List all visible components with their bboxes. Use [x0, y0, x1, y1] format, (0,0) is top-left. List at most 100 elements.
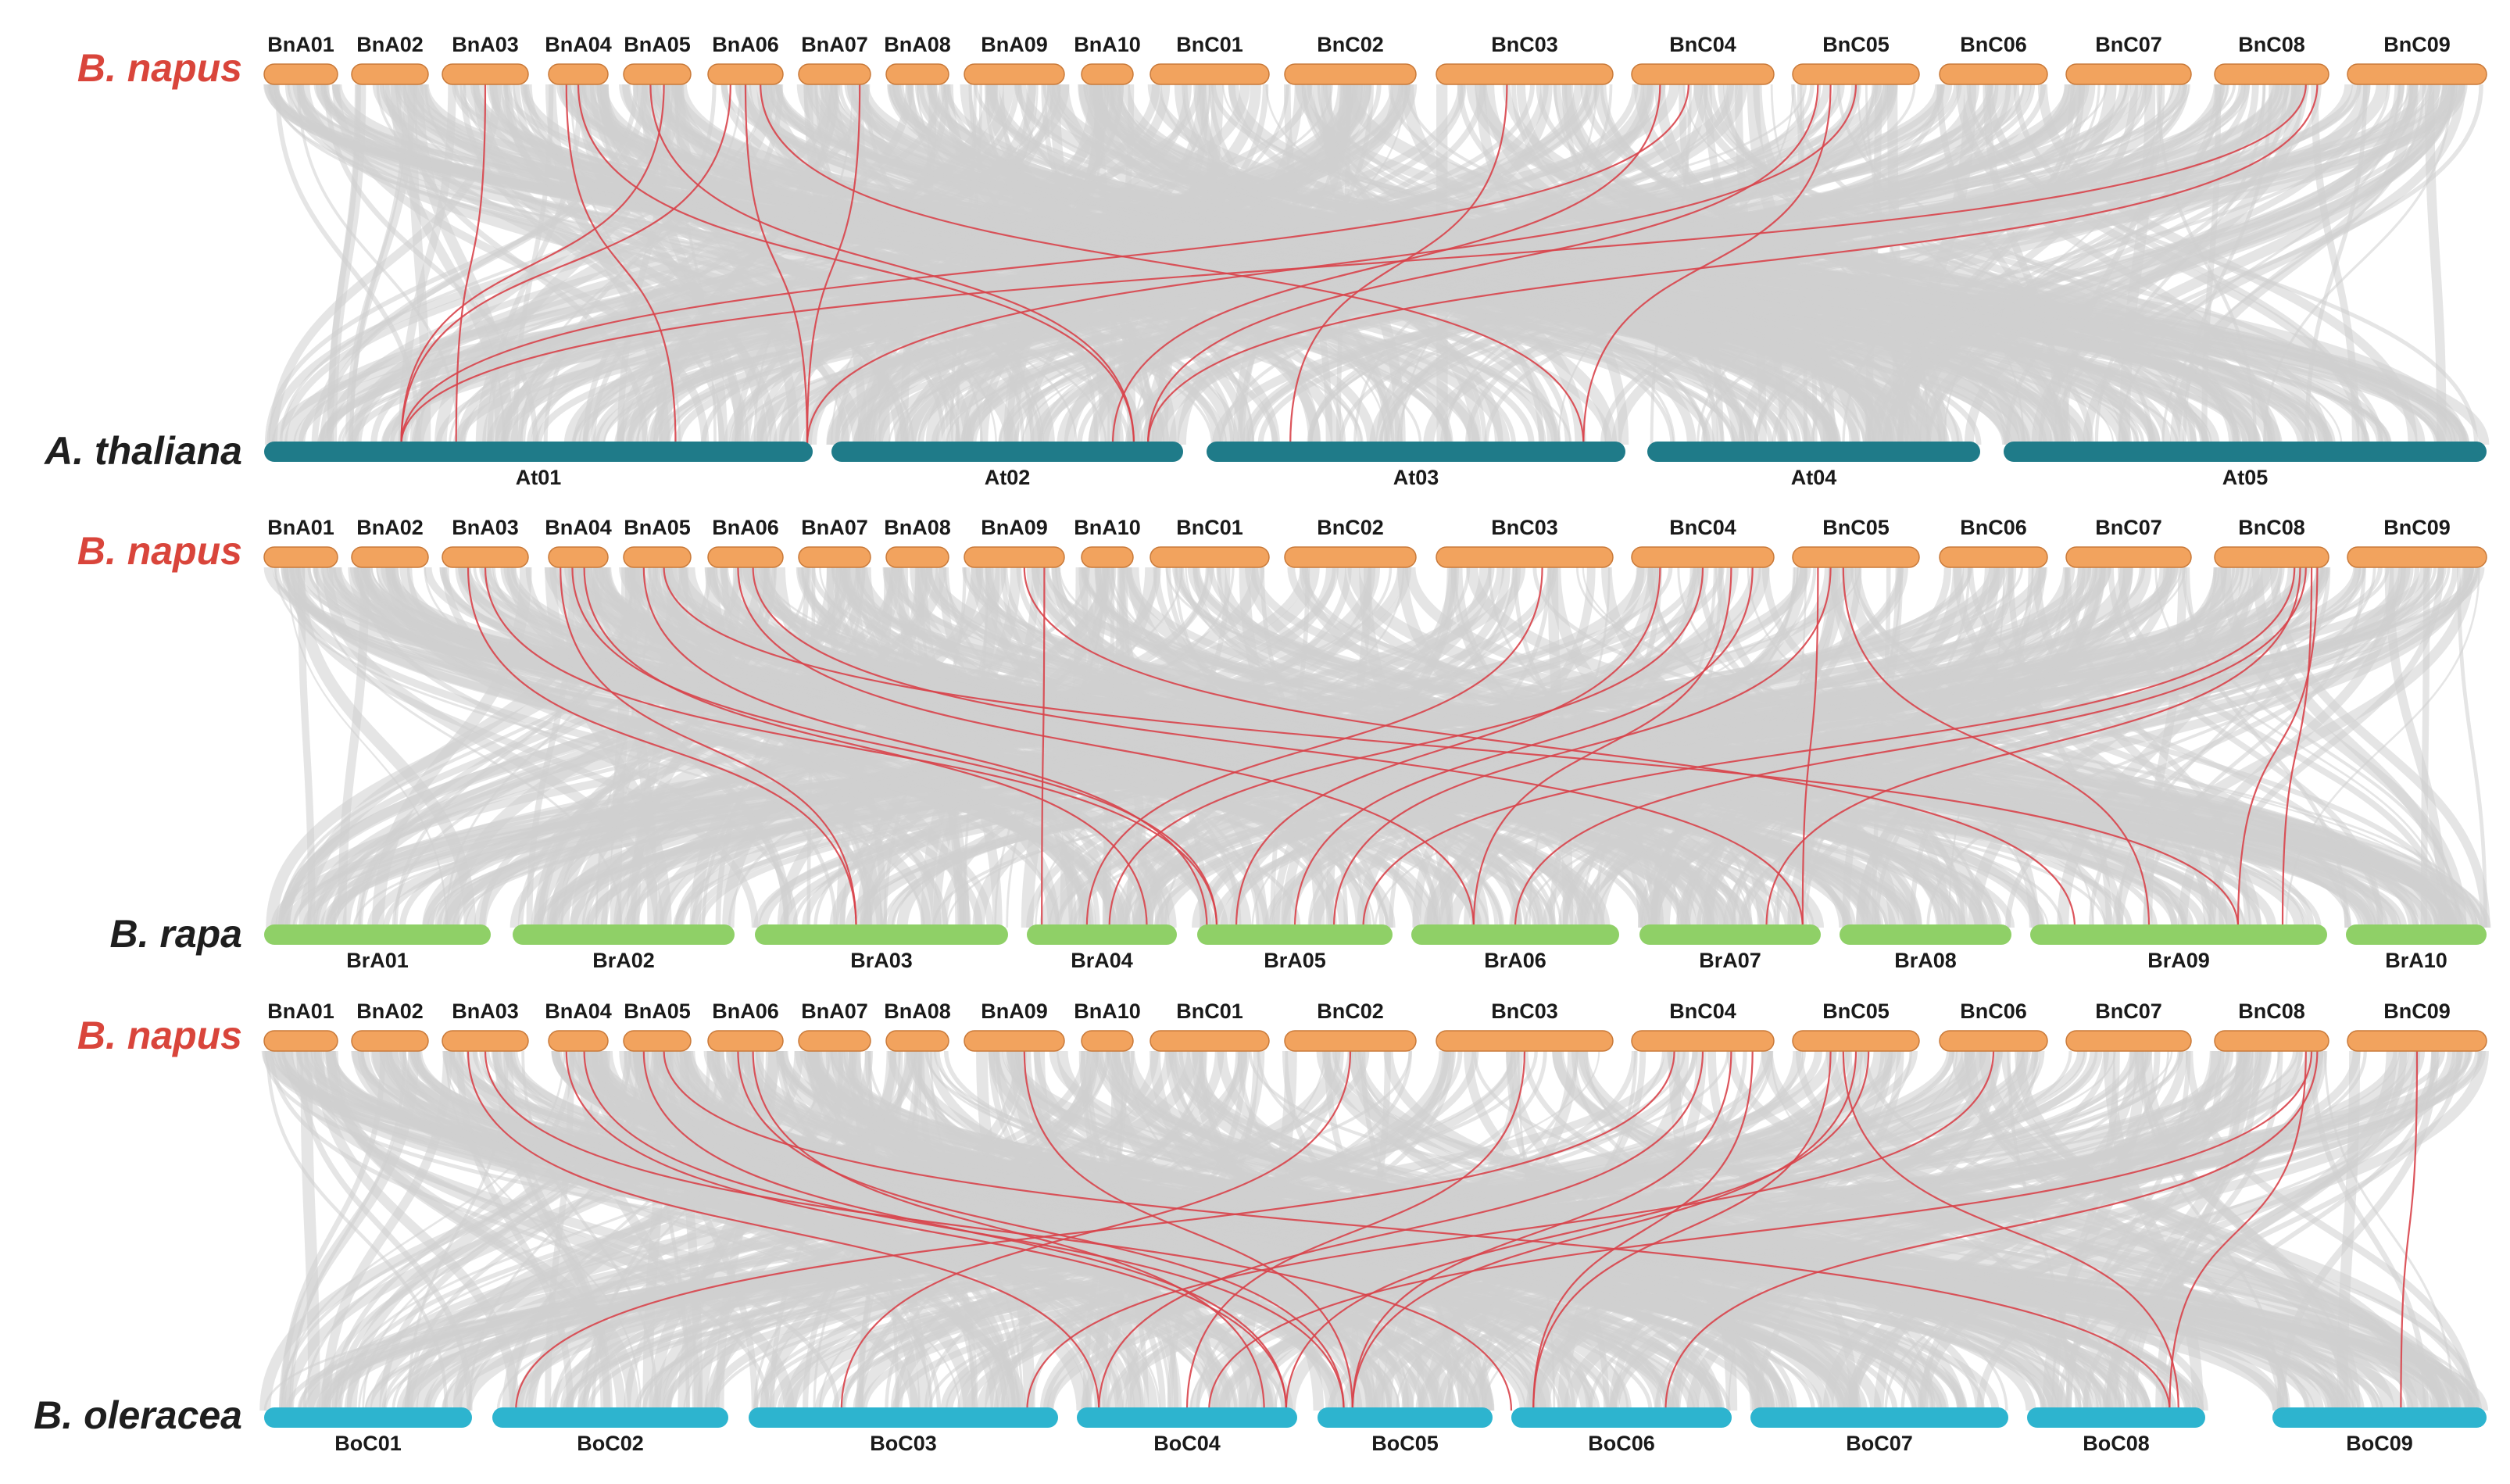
background-link	[1647, 567, 1968, 928]
highlighted-link	[1765, 567, 2301, 928]
background-link	[321, 1050, 452, 1411]
chromosome-label: BnA01	[267, 33, 334, 56]
background-link	[583, 1050, 751, 1411]
background-link	[464, 567, 1861, 928]
highlighted-link	[1351, 1050, 1732, 1411]
chromosome-bar-bra02	[513, 924, 735, 945]
chromosome-label: BnC06	[1960, 33, 2027, 56]
chromosome-bar-bnc08	[2214, 63, 2329, 85]
highlighted-link	[2236, 567, 2319, 928]
highlighted-link	[1185, 1050, 1526, 1411]
chromosome-label: BnA07	[801, 516, 868, 539]
chromosome-bar-bnc03	[1436, 1030, 1614, 1052]
chromosome-label: BnA01	[267, 999, 334, 1023]
background-link	[729, 84, 1583, 445]
chromosome-label: BrA01	[346, 949, 409, 972]
chromosome-label: BnC07	[2095, 33, 2162, 56]
highlighted-link	[467, 1050, 1100, 1411]
highlighted-link	[1041, 567, 1046, 928]
panel-brapa: BnA01 BnA02 BnA03 BnA04 BnA05 BnA06 BnA07 BnA08…	[77, 516, 2491, 972]
background-link	[1882, 84, 2458, 445]
panel-boleracea: BnA01 BnA02 BnA03 BnA04 BnA05 BnA06 BnA07 BnA08…	[34, 999, 2489, 1455]
highlighted-link	[565, 84, 677, 445]
background-link	[1968, 567, 2227, 928]
background-link	[349, 567, 1825, 928]
chromosome-label: BnA07	[801, 33, 868, 56]
background-links	[263, 84, 2490, 445]
background-link	[825, 1050, 1016, 1411]
background-link	[679, 1050, 1632, 1411]
chromosome-label: BnC02	[1317, 33, 1384, 56]
chromosome-bar-bnc01	[1150, 1030, 1270, 1052]
chromosome-bar-boc05	[1318, 1407, 1493, 1428]
chromosome-label: BnC03	[1491, 516, 1558, 539]
background-link	[610, 567, 633, 928]
chromosome-label: BnC08	[2238, 516, 2305, 539]
chromosome-bar-bna07	[798, 546, 871, 568]
highlighted-link	[455, 84, 487, 445]
highlighted-link	[744, 84, 809, 445]
background-link	[1914, 84, 2222, 445]
highlighted-links	[467, 567, 2319, 928]
highlighted-link	[560, 567, 857, 928]
chromosome-label: BrA04	[1071, 949, 1133, 972]
chromosome-bar-bnc04	[1631, 1030, 1775, 1052]
highlighted-link	[1023, 1050, 1353, 1411]
chromosome-label: BnC04	[1669, 516, 1736, 539]
background-link	[1035, 567, 1405, 928]
chromosome-bar-bna05	[623, 546, 692, 568]
chromosome-label: BnA08	[884, 999, 951, 1023]
chromosome-label: BoC09	[2346, 1432, 2413, 1455]
chromosome-label: BnA02	[356, 516, 424, 539]
chromosome-label: BnC03	[1491, 33, 1558, 56]
background-link	[956, 84, 983, 445]
chromosome-label: BnA09	[981, 516, 1048, 539]
chromosome-label: BrA02	[592, 949, 655, 972]
chromosome-label: BoC01	[334, 1432, 402, 1455]
background-link	[600, 1050, 1446, 1411]
background-link	[317, 84, 2143, 445]
background-link	[2155, 1050, 2245, 1411]
chromosome-label: BnC09	[2383, 516, 2451, 539]
chromosome-bar-bna04	[548, 546, 609, 568]
background-link	[303, 1050, 840, 1411]
background-link	[1610, 1050, 2254, 1411]
chromosome-label: BnA06	[712, 999, 779, 1023]
background-link	[406, 567, 949, 928]
chromosome-bar-bna05	[623, 1030, 692, 1052]
chromosome-bar-bna03	[442, 546, 529, 568]
chromosome-bar-bnc03	[1436, 546, 1614, 568]
chromosome-label: BnA10	[1074, 33, 1141, 56]
background-link	[667, 1050, 759, 1411]
chromosome-label: BnC08	[2238, 33, 2305, 56]
chromosome-bar-bna01	[263, 1030, 338, 1052]
chromosome-label: BrA10	[2385, 949, 2447, 972]
background-link	[284, 567, 742, 928]
chromosome-label: BnC05	[1822, 33, 1890, 56]
background-link	[809, 1050, 1671, 1411]
chromosome-label: BnA10	[1074, 999, 1141, 1023]
background-link	[803, 84, 867, 445]
highlighted-link	[1293, 567, 1754, 928]
chromosome-bar-bna06	[707, 63, 784, 85]
highlighted-link	[2281, 567, 2313, 928]
highlighted-link	[1111, 84, 1661, 445]
background-link	[1552, 1050, 2449, 1411]
chromosome-bar-bnc07	[2065, 546, 2192, 568]
highlighted-link	[400, 84, 731, 445]
highlighted-link	[1532, 1050, 1832, 1411]
highlighted-link	[484, 1050, 1513, 1411]
highlighted-link	[1108, 567, 1704, 928]
chromosome-bar-boc02	[492, 1407, 728, 1428]
highlighted-link	[571, 567, 1218, 928]
background-link	[2083, 1050, 2462, 1411]
chromosome-bar-bna08	[885, 1030, 949, 1052]
chromosome-label: BrA07	[1699, 949, 1761, 972]
background-link	[1595, 567, 2254, 928]
highlighted-links	[400, 84, 2319, 445]
chromosome-bar-bra10	[2346, 924, 2487, 945]
background-link	[381, 1050, 1515, 1411]
chromosome-bar-boc08	[2027, 1407, 2205, 1428]
background-link	[1121, 84, 2172, 445]
